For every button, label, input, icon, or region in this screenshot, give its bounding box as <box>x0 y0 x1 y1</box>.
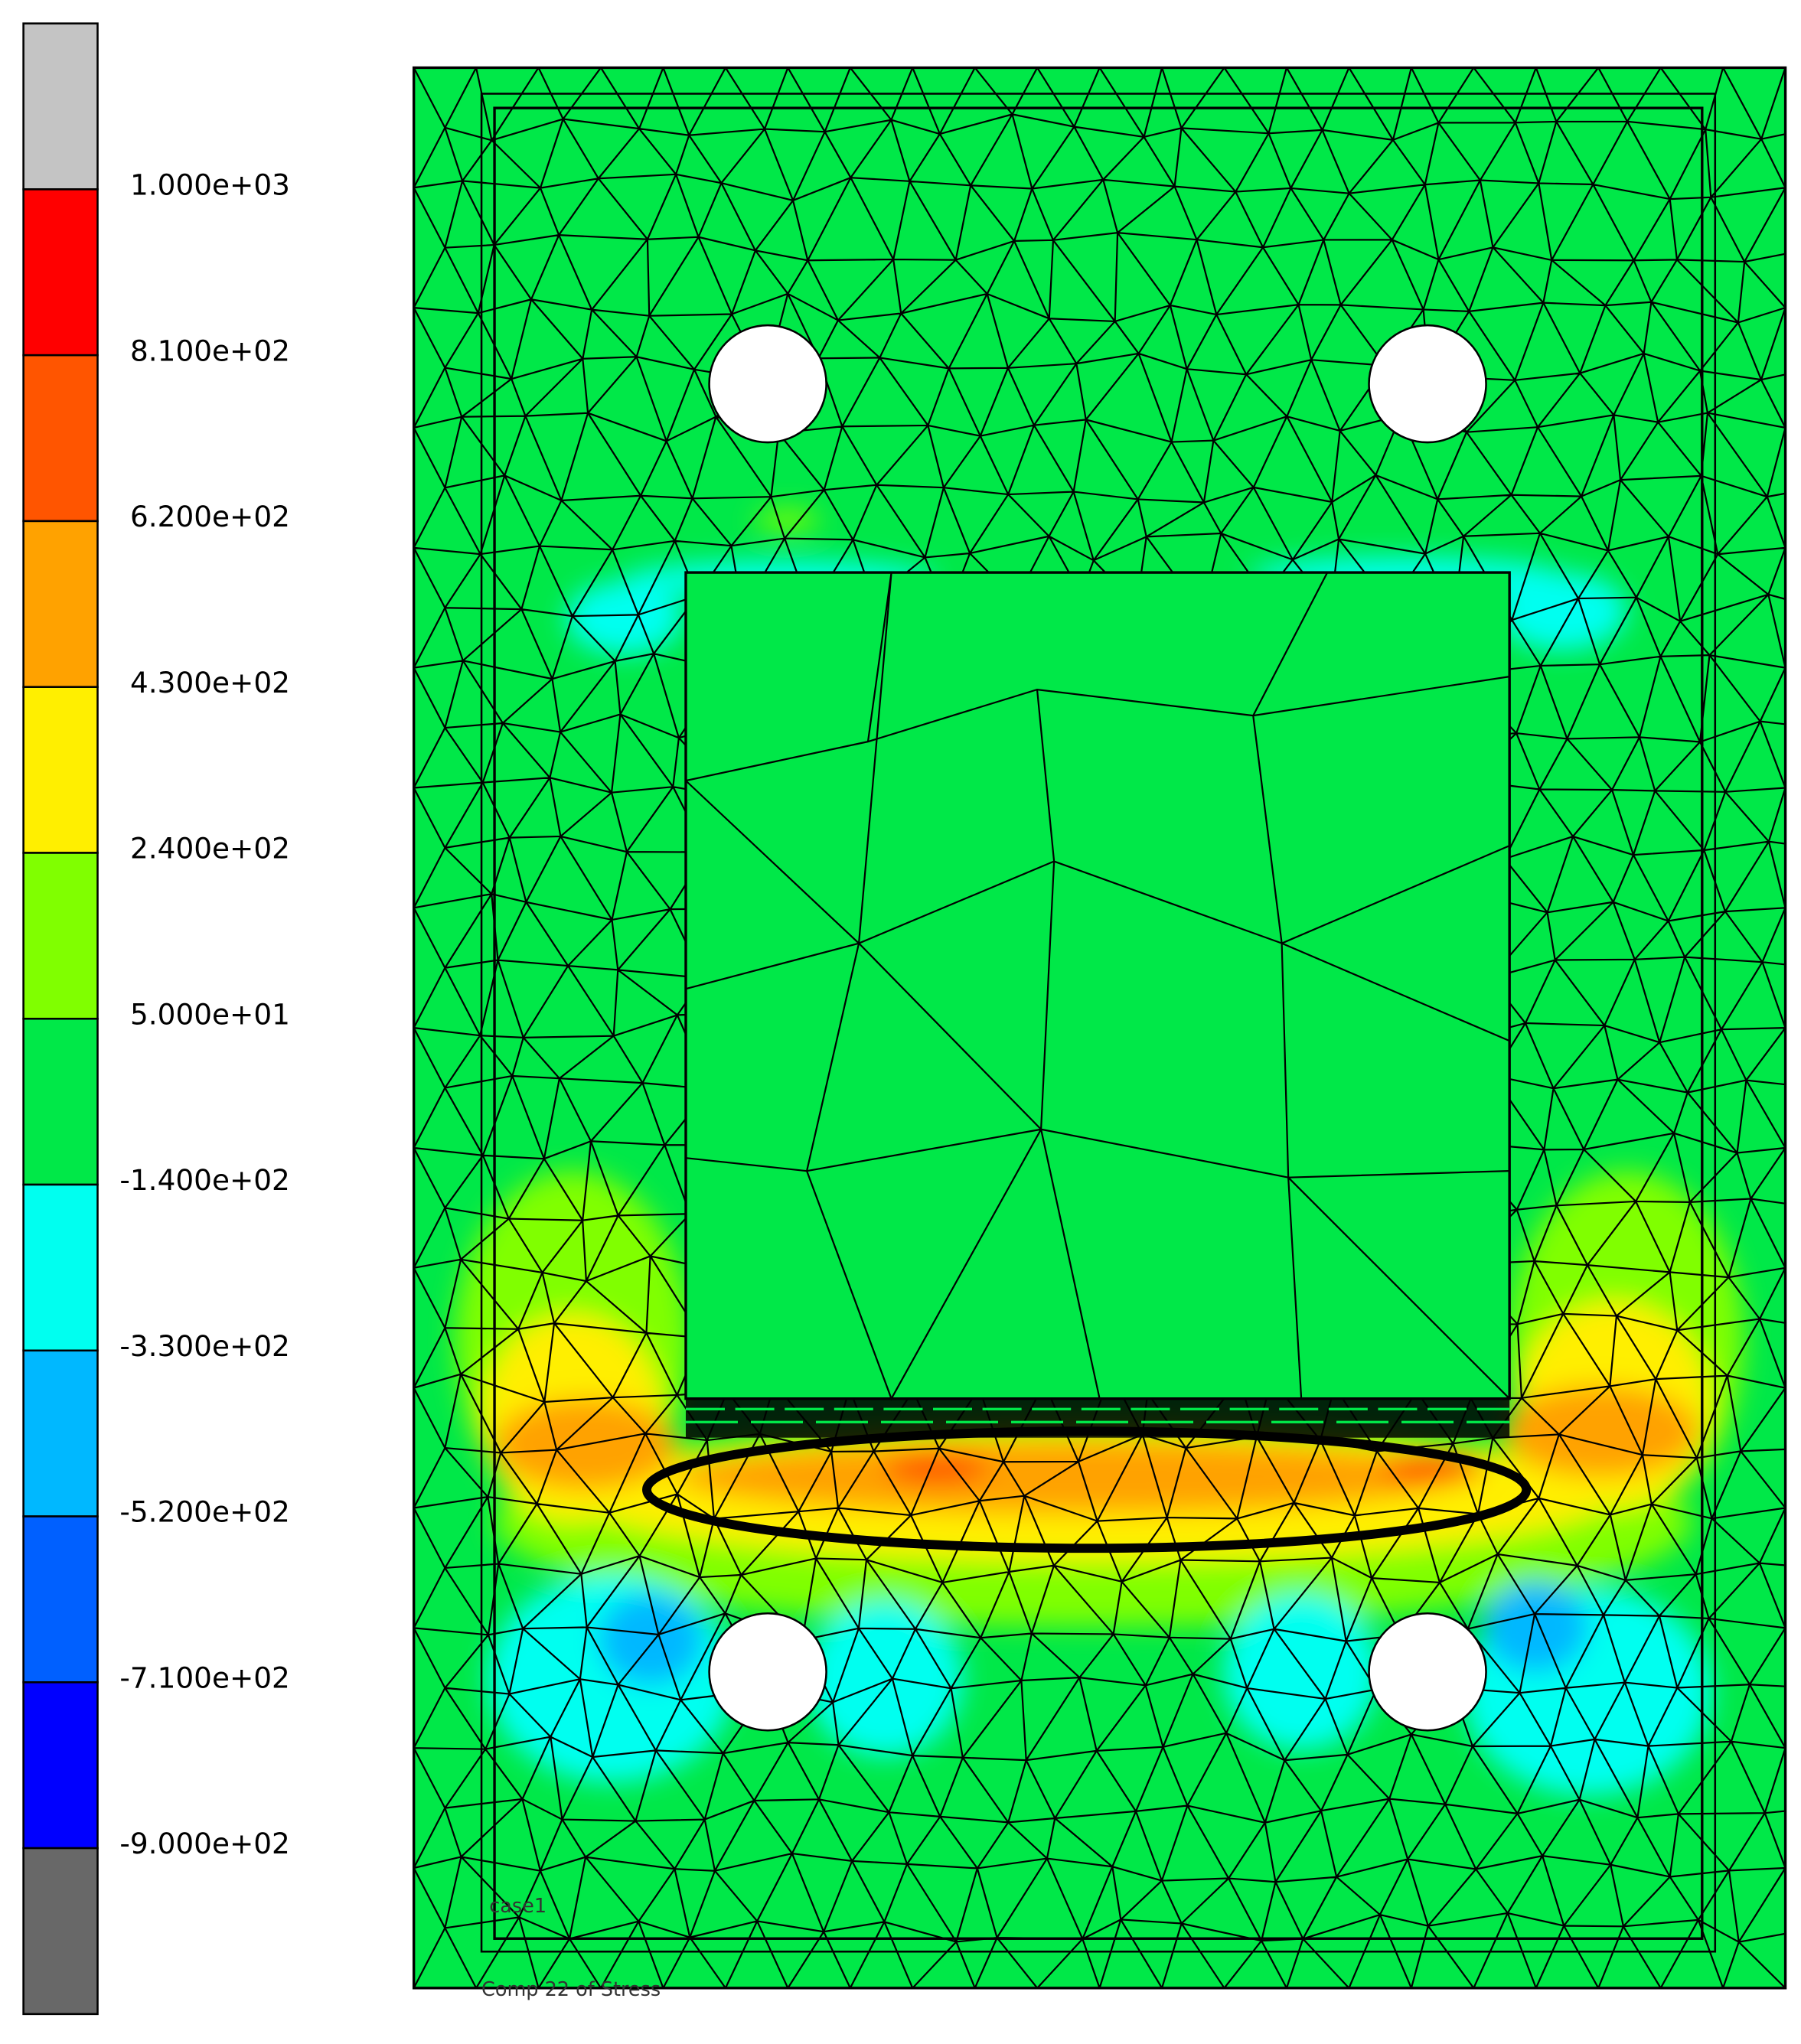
legend-swatch <box>22 188 99 357</box>
legend-label: -1.400e+02 <box>119 1163 289 1197</box>
ellipse-ring <box>642 1426 1532 1553</box>
caption: Comp 22 of Stress <box>481 1978 661 2001</box>
legend-label: 6.200e+02 <box>130 500 290 533</box>
legend-swatch <box>22 1515 99 1684</box>
legend-label: 5.000e+01 <box>130 997 290 1031</box>
color-legend: 1.000e+03 8.100e+02 6.200e+02 4.300e+02 2.40… <box>22 22 290 2016</box>
legend-label: -5.200e+02 <box>119 1495 289 1529</box>
holes <box>708 324 1487 1732</box>
legend-label: 8.100e+02 <box>130 334 290 367</box>
inner-border <box>493 106 1704 1940</box>
outer-border <box>480 93 1717 1953</box>
legend-label: -9.000e+02 <box>119 1827 289 1860</box>
legend-label: 1.000e+03 <box>130 168 290 202</box>
legend-swatch <box>22 1017 99 1186</box>
legend-swatch <box>22 686 99 854</box>
legend-swatch <box>22 1847 99 2016</box>
legend-swatch <box>22 1183 99 1352</box>
legend-swatch <box>22 22 99 191</box>
legend-label: 2.400e+02 <box>130 832 290 866</box>
die-block <box>684 571 1511 1438</box>
legend-label: -3.300e+02 <box>119 1329 289 1363</box>
legend-label: 4.300e+02 <box>130 666 290 699</box>
legend-swatch <box>22 852 99 1020</box>
case-label: case1 <box>489 1895 546 1918</box>
legend-swatch <box>22 520 99 688</box>
legend-label: -7.100e+02 <box>119 1661 289 1694</box>
legend-swatch <box>22 1681 99 1850</box>
legend-swatch <box>22 1349 99 1518</box>
legend-swatch <box>22 354 99 523</box>
